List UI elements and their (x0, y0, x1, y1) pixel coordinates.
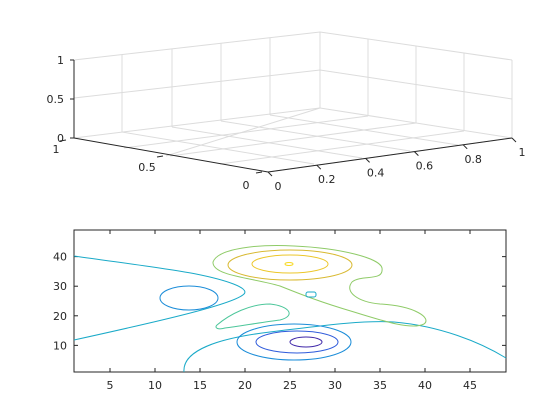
x-tick-label: 0 (275, 180, 282, 193)
contour-level-left-min (159, 285, 219, 311)
z-tick-label: 0.5 (47, 93, 65, 106)
contour-level-green-inner (215, 303, 290, 330)
contour-level-teal-upper (73, 255, 246, 341)
x-tick-label: 1 (519, 146, 526, 159)
contour-level-yellow-inner (284, 262, 294, 266)
x-tick-mark (365, 158, 370, 163)
contour-y-tick-label: 10 (53, 339, 67, 352)
contour-x-tick-label: 30 (328, 379, 342, 392)
contour-x-tick-label: 35 (373, 379, 387, 392)
x-tick-mark (462, 144, 468, 150)
x-tick-label: 0.4 (367, 166, 385, 179)
contour-level-small-teal (305, 291, 317, 298)
y-tick-mark (255, 171, 263, 174)
contour-level-yellow-mid (251, 254, 329, 274)
x-tick-mark (511, 137, 517, 143)
z-tick-label: 0 (57, 132, 64, 145)
contour-level-teal-lower (183, 321, 507, 373)
surface-axes: 0 0.5 1 0 0.5 1 0 0.2 0.4 0.6 0.8 1 (47, 31, 526, 193)
y-tick-label: 1 (53, 143, 60, 156)
contour-y-tick-label: 30 (53, 280, 67, 293)
x-tick-mark (414, 151, 419, 156)
back-wall-grid (73, 31, 513, 173)
z-tick-label: 1 (57, 54, 64, 67)
x-tick-label: 0.6 (416, 160, 434, 173)
contour-level-bottom-1 (236, 323, 352, 361)
contour-y-tick-label: 20 (53, 310, 67, 323)
x-tick-label: 0.8 (464, 153, 482, 166)
contour-level-yellow-outer (227, 249, 353, 281)
y-axis-line (73, 137, 269, 173)
contour-axes: 5 10 15 20 25 30 35 40 45 10 20 30 40 (53, 229, 507, 392)
contour-x-tick-label: 45 (463, 379, 477, 392)
contour-x-tick-label: 40 (418, 379, 432, 392)
contour-lines (73, 245, 507, 373)
y-tick-mark (156, 155, 164, 158)
contour-x-tick-label: 10 (148, 379, 162, 392)
contour-level-green-outer (212, 245, 427, 327)
contour-plot-frame (73, 229, 507, 373)
contour-x-tick-label: 25 (283, 379, 297, 392)
contour-level-bottom-2 (255, 330, 339, 354)
contour-y-tick-label: 40 (53, 251, 67, 264)
x-tick-mark (267, 171, 273, 177)
x-tick-mark (316, 164, 322, 170)
contour-x-tick-label: 20 (238, 379, 252, 392)
x-tick-label: 0.2 (318, 173, 336, 186)
y-tick-mark (59, 139, 67, 142)
y-tick-label: 0 (243, 179, 250, 192)
y-tick-label: 0.5 (138, 161, 156, 174)
contour-x-tick-label: 15 (193, 379, 207, 392)
contour-x-tick-label: 5 (107, 379, 114, 392)
x-axis-line (267, 137, 513, 173)
contour-level-bottom-3 (289, 336, 323, 348)
